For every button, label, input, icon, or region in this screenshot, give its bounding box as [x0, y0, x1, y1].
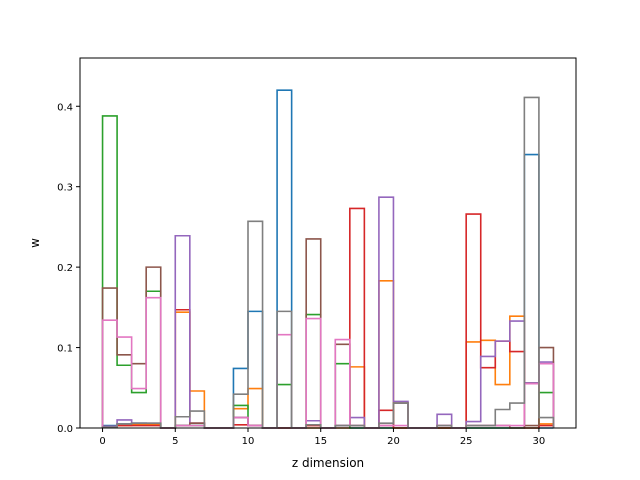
series-7-step-line [101, 96, 555, 429]
y-tick-label: 0.2 [57, 263, 73, 274]
series-4-step-line [101, 196, 555, 429]
x-tick-label: 10 [242, 436, 255, 447]
y-tick-label: 0.0 [57, 424, 73, 435]
ticks-layer: 0 5 10 15 20 25 30 0.0 0.1 0.2 0.3 0.4 [57, 102, 545, 447]
x-tick-label: 30 [533, 436, 546, 447]
series-1-step-line [101, 280, 555, 429]
y-tick-label: 0.1 [57, 344, 73, 355]
series-2-step-line [101, 115, 555, 429]
x-axis-label: z dimension [292, 456, 364, 470]
x-tick-label: 25 [460, 436, 473, 447]
y-tick-label: 0.4 [57, 102, 73, 113]
x-tick-label: 0 [99, 436, 105, 447]
series-0-step-line [101, 89, 554, 429]
series-5-step-line [101, 238, 555, 429]
x-tick-label: 5 [172, 436, 178, 447]
series-3-step-line [101, 207, 555, 429]
x-tick-label: 20 [387, 436, 400, 447]
y-tick-label: 0.3 [57, 183, 73, 194]
x-tick-label: 15 [314, 436, 327, 447]
series-6-step-line [101, 296, 555, 429]
plot-frame [79, 57, 577, 429]
series-layer [101, 89, 555, 429]
y-axis-label: w [28, 238, 42, 248]
